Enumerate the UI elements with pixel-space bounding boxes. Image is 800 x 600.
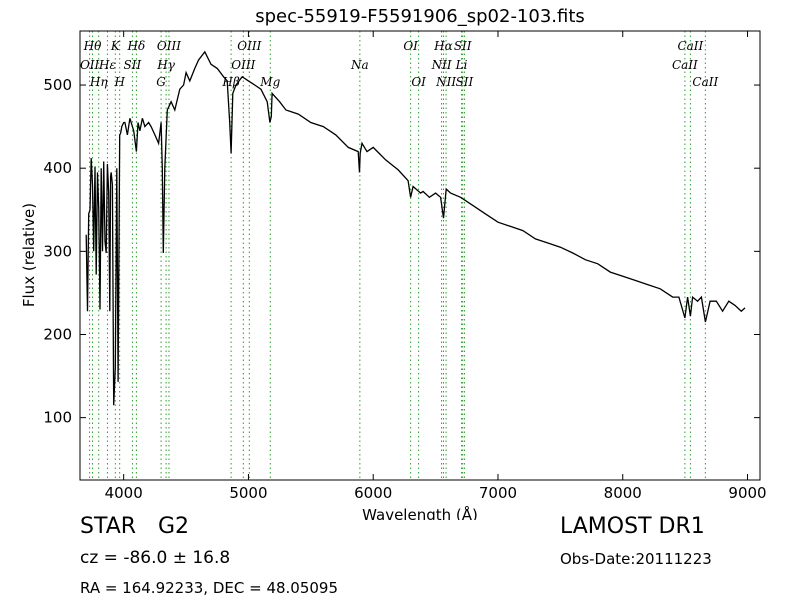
spectral-line-label: OIII [237,39,261,53]
spectrum-chart: spec-55919-F5591906_sp02-103.fits OII Hθ H… [20,6,767,520]
spectral-line-label: Hδ [127,39,146,53]
y-axis-label: Flux (relative) [20,203,38,307]
spectral-line-label: Hθ [83,39,102,53]
redshift-value: cz = -86.0 ± 16.8 [80,548,231,568]
spectral-line-label: OIII [231,58,255,72]
x-tick-label: 6000 [354,484,392,502]
spectral-line-label: Hγ [156,58,175,72]
coordinates: RA = 164.92233, DEC = 48.05095 [80,579,339,597]
spectral-line-label: H [113,75,125,89]
y-tick-label: 200 [43,325,72,343]
spectral-line-label: Hα [433,39,453,53]
spectral-line-label: NII [435,75,456,89]
spectral-line-label: OI [403,39,418,53]
object-subclass: G2 [158,514,190,539]
spectrum-series-line [85,50,746,406]
observation-date: Obs-Date:20111223 [560,550,712,568]
y-tick-label: 300 [43,242,72,260]
y-tick-label: 500 [43,76,72,94]
spectral-line-label: K [110,39,121,53]
spectral-line-label: OI [411,75,426,89]
x-tick-label: 5000 [229,484,267,502]
spectral-line-label: SII [124,58,142,72]
y-axis-ticks: 100 200 300 400 500 [43,76,760,427]
x-tick-label: 4000 [105,484,143,502]
y-tick-label: 400 [43,159,72,177]
spectral-line-label: OII [80,58,100,72]
spectral-line-label: CaII [672,58,698,72]
x-tick-label: 8000 [604,484,642,502]
chart-title: spec-55919-F5591906_sp02-103.fits [255,6,585,27]
spectral-line-label: NII [431,58,452,72]
survey-name: LAMOST DR1 [560,514,705,539]
object-class: STAR [80,514,137,539]
x-tick-label: 9000 [728,484,766,502]
x-tick-label: 7000 [479,484,517,502]
spectral-line-label: SII [454,39,472,53]
x-axis-ticks: 4000 5000 6000 7000 8000 9000 [105,31,767,502]
spectral-line-label: Hε [98,58,116,72]
spectral-line-label: OIII [157,39,181,53]
x-axis-label: Wavelength (Å) [362,505,478,520]
spectral-line-label: Li [455,58,468,72]
spectral-line-label: Na [350,58,369,72]
plot-frame [79,30,761,481]
spectral-line-label: G [156,75,166,89]
spectral-line-label: Mg [259,75,280,89]
spectral-line-label: Hη [89,75,108,89]
spectral-line-label: CaII [677,39,703,53]
spectral-line-label: SII [456,75,474,89]
spectral-line-label: CaII [692,75,718,89]
y-tick-label: 100 [43,409,72,427]
spectral-line-markers [89,31,706,480]
